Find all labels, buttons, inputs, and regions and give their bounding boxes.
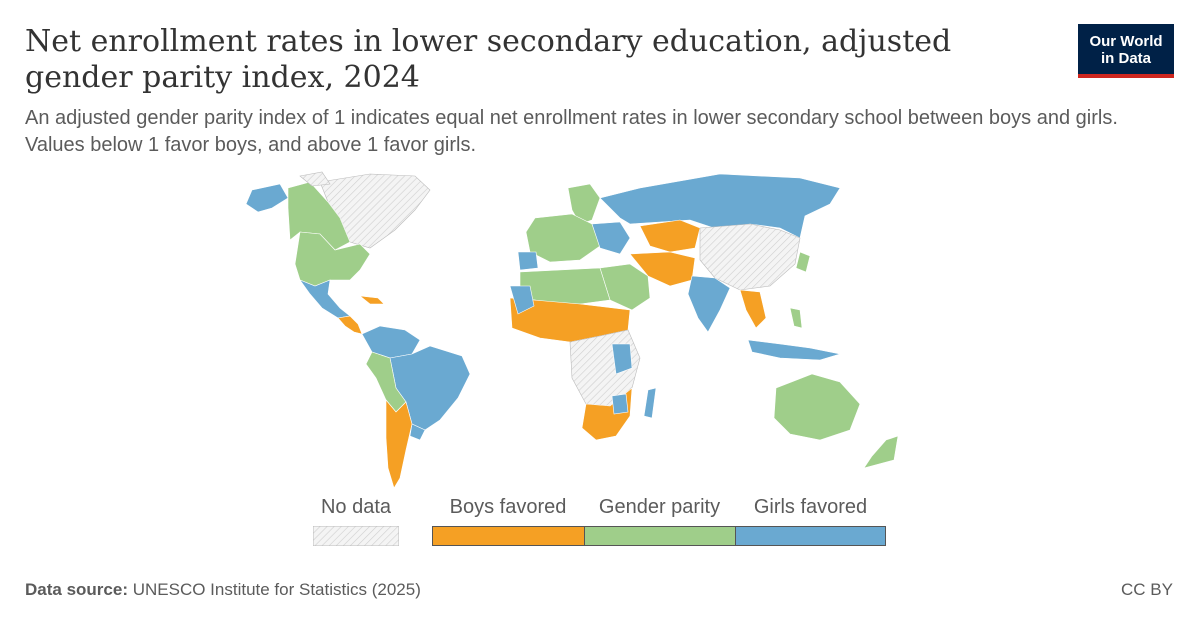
russia[interactable]	[599, 173, 841, 239]
west-africa[interactable]	[509, 285, 535, 315]
china[interactable]	[699, 223, 801, 291]
legend-label-boys-favored: Boys favored	[449, 496, 567, 518]
logo-line-2: in Data	[1100, 50, 1151, 67]
southern-cone[interactable]	[385, 399, 413, 489]
central-america[interactable]	[337, 315, 363, 335]
data-source-label: Data source:	[25, 580, 128, 599]
caribbean[interactable]	[359, 295, 385, 305]
southeast-asia[interactable]	[739, 289, 767, 329]
scandinavia[interactable]	[567, 183, 601, 225]
legend-label-no-data: No data	[320, 496, 392, 518]
chart-subtitle: An adjusted gender parity index of 1 ind…	[25, 107, 1118, 156]
iberia[interactable]	[517, 251, 539, 271]
legend-swatch-no-data[interactable]	[313, 526, 399, 546]
australia[interactable]	[773, 373, 861, 441]
license-label[interactable]: CC BY	[1121, 580, 1173, 599]
data-source: Data source: UNESCO Institute for Statis…	[25, 580, 421, 600]
mexico[interactable]	[299, 279, 351, 319]
chart-title: Net enrollment rates in lower secondary …	[25, 24, 952, 95]
logo-accent-bar	[1078, 74, 1174, 78]
legend-swatch-gender-parity[interactable]	[584, 526, 735, 546]
alaska[interactable]	[245, 183, 289, 213]
japan[interactable]	[795, 251, 811, 273]
united-states[interactable]	[294, 231, 371, 287]
legend-swatch-girls-favored[interactable]	[735, 526, 886, 546]
madagascar[interactable]	[643, 387, 657, 419]
owid-logo[interactable]: Our World in Data	[1078, 24, 1174, 78]
legend-label-gender-parity: Gender parity	[598, 496, 721, 518]
legend-swatch-boys-favored[interactable]	[432, 526, 584, 546]
indonesia[interactable]	[747, 339, 841, 361]
india[interactable]	[687, 275, 731, 333]
north-africa[interactable]	[519, 267, 611, 305]
data-source-text[interactable]: UNESCO Institute for Statistics (2025)	[132, 580, 421, 599]
middle-east[interactable]	[599, 263, 651, 311]
philippines[interactable]	[789, 307, 803, 329]
legend-label-girls-favored: Girls favored	[753, 496, 868, 518]
uruguay[interactable]	[409, 423, 426, 441]
new-zealand[interactable]	[863, 435, 899, 469]
northern-south-america[interactable]	[361, 325, 421, 359]
mozambique[interactable]	[611, 393, 629, 415]
world-map[interactable]	[200, 168, 920, 508]
logo-line-1: Our World	[1089, 33, 1163, 50]
east-africa[interactable]	[611, 343, 633, 375]
kazakhstan[interactable]	[639, 219, 701, 253]
eastern-europe[interactable]	[591, 221, 631, 255]
western-europe[interactable]	[525, 213, 601, 263]
canada-islands[interactable]	[299, 171, 331, 187]
